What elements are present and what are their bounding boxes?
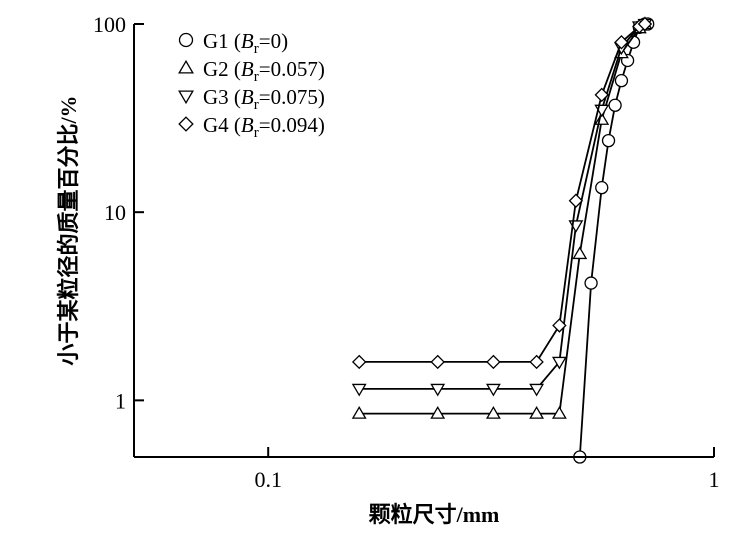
legend-label-g4: G4 (Br=0.094) — [203, 113, 325, 141]
data-point-g1 — [601, 133, 616, 148]
data-point-g1 — [614, 73, 629, 88]
series-line-g3 — [359, 23, 646, 390]
data-point-g4 — [594, 87, 609, 103]
data-point-g4 — [568, 193, 584, 208]
data-point-g2 — [430, 406, 446, 419]
data-point-g1 — [608, 98, 622, 112]
data-point-g2 — [572, 246, 588, 260]
data-point-g4 — [430, 354, 445, 370]
legend-marker-g2 — [178, 59, 194, 74]
x-tick-label: 0.1 — [254, 467, 282, 492]
legend-marker-g4 — [178, 116, 194, 132]
data-point-g4 — [486, 354, 501, 370]
legend-marker-g3 — [178, 90, 194, 105]
series-g2 — [351, 16, 653, 419]
series-g4 — [351, 16, 653, 370]
data-point-g1 — [595, 181, 609, 195]
data-point-g2 — [529, 406, 545, 419]
data-point-g3 — [551, 356, 567, 370]
y-tick-label: 100 — [93, 12, 126, 37]
legend-label-g1: G1 (Br=0) — [203, 29, 288, 57]
y-tick-label: 1 — [115, 388, 126, 413]
axes — [133, 24, 714, 458]
series-line-g1 — [578, 23, 648, 458]
data-point-g4 — [637, 16, 653, 32]
plot-area — [351, 16, 655, 464]
data-point-g4 — [529, 354, 544, 370]
series-g1 — [573, 17, 655, 464]
series-line-g2 — [359, 23, 646, 415]
data-point-g4 — [614, 35, 629, 50]
data-point-g4 — [552, 318, 567, 333]
y-tick-label: 10 — [104, 200, 126, 225]
data-point-g2 — [551, 406, 567, 419]
y-axis-title: 小于某粒径的质量百分比/% — [56, 95, 81, 365]
series-g3 — [351, 18, 653, 397]
data-point-g2 — [485, 406, 501, 419]
data-point-g3 — [485, 383, 501, 397]
data-point-g4 — [351, 354, 367, 370]
axis-ticks: 0.1 1 1 10 100 — [93, 12, 720, 492]
data-point-g3 — [351, 383, 367, 397]
data-point-g3 — [430, 383, 446, 397]
x-tick-label: 1 — [709, 467, 720, 492]
legend-label-g2: G2 (Br=0.057) — [203, 57, 325, 85]
legend-label-g3: G3 (Br=0.075) — [203, 85, 325, 113]
data-point-g3 — [529, 383, 545, 397]
data-point-g1 — [584, 276, 598, 290]
legend: G1 (Br=0)G2 (Br=0.057)G3 (Br=0.075)G4 (B… — [178, 29, 325, 141]
x-axis-title: 颗粒尺寸/mm — [369, 502, 500, 527]
data-point-g2 — [351, 406, 367, 419]
legend-marker-g1 — [178, 32, 194, 48]
series-line-g4 — [359, 23, 646, 363]
